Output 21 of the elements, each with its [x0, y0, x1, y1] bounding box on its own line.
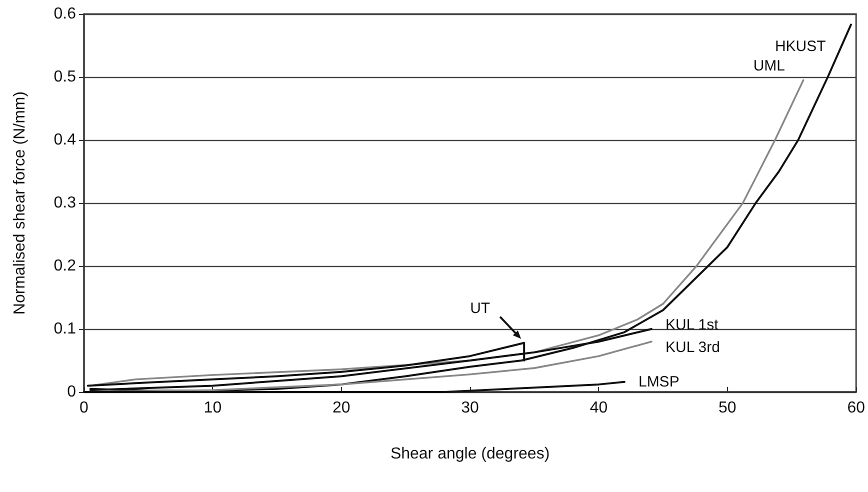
series-label: KUL 3rd: [665, 339, 720, 356]
y-tick-label: 0: [67, 384, 76, 400]
x-tick-label: 20: [332, 400, 350, 416]
x-tick-label: 30: [461, 400, 480, 416]
x-tick-label: 40: [590, 400, 608, 416]
x-tick-label: 50: [718, 400, 736, 416]
y-axis-title: Normalised shear force (N/mm): [12, 91, 28, 315]
series-label: HKUST: [774, 38, 826, 56]
x-tick-label: 10: [204, 400, 222, 416]
x-axis-title: Shear angle (degrees): [390, 446, 550, 462]
x-tick-label: 60: [847, 400, 866, 416]
y-tick-label: 0.5: [54, 68, 76, 86]
series-label: UML: [753, 58, 786, 75]
series-label: LMSP: [638, 373, 680, 390]
x-tick-label: 0: [80, 400, 89, 416]
y-tick-label: 0.2: [54, 258, 76, 274]
y-tick-label: 0.4: [54, 132, 76, 148]
y-tick-label: 0.3: [54, 194, 76, 212]
text: UT: [470, 300, 490, 317]
y-tick-label: 0.1: [54, 320, 76, 338]
y-tick-label: 0.6: [54, 6, 76, 22]
